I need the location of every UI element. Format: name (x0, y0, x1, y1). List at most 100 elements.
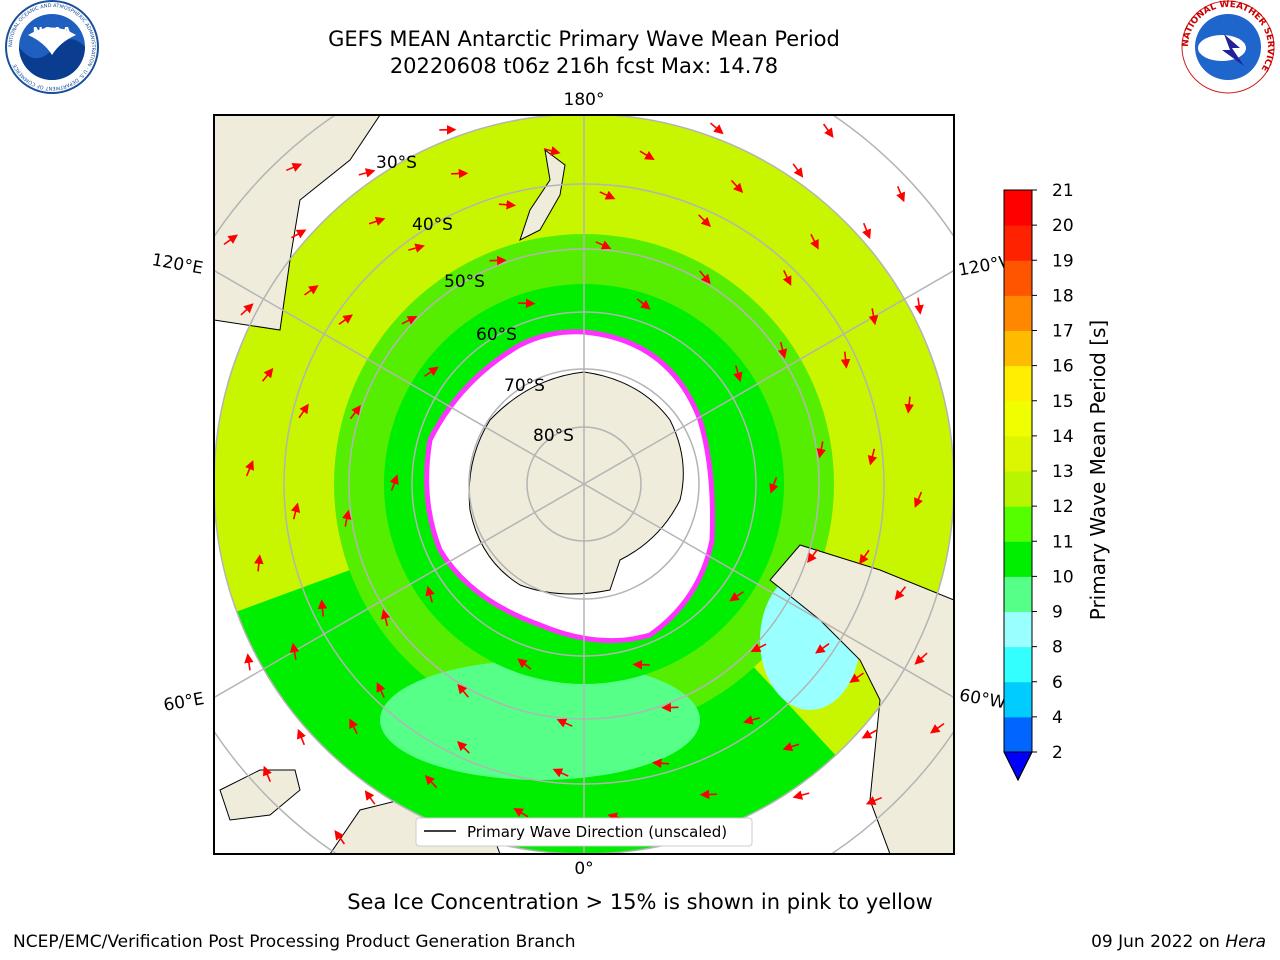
wave-arrow (709, 122, 724, 135)
wave-arrow (894, 586, 907, 601)
lon-label-60e: 60°E (162, 689, 206, 716)
wave-arrow (240, 303, 254, 316)
colorbar-segment (1004, 611, 1032, 648)
wave-arrow (868, 308, 879, 326)
caption: Sea Ice Concentration > 15% is shown in … (347, 890, 933, 914)
lon-label-bottom: 0° (574, 859, 593, 879)
wave-arrow (729, 591, 744, 602)
colorbar-tick-label: 13 (1052, 462, 1074, 482)
colorbar-segment (1004, 295, 1032, 331)
wave-arrow (867, 448, 878, 466)
colorbar-tick-label: 8 (1052, 638, 1063, 658)
wave-arrow (730, 179, 744, 194)
colorbar-tick-label: 20 (1052, 216, 1074, 236)
wave-arrow (457, 741, 470, 754)
colorbar-tick-label: 10 (1052, 567, 1074, 587)
wave-arrow (632, 659, 650, 670)
wave-arrow (261, 367, 274, 382)
colorbar-extend-arrow (1003, 751, 1033, 782)
australia-land (214, 115, 381, 331)
map-legend: Primary Wave Direction (unscaled) (415, 817, 753, 847)
lon-label-120e: 120°E (150, 250, 204, 279)
colorbar-tick-label: 15 (1052, 392, 1074, 412)
colorbar-tick-label: 4 (1052, 708, 1063, 728)
wave-arrow (286, 162, 303, 172)
colorbar-tick-label: 6 (1052, 673, 1063, 693)
wave-arrow (376, 682, 386, 698)
colorbar-tick-label: 12 (1052, 497, 1074, 517)
wave-arrow (904, 396, 914, 414)
wave-arrow (815, 643, 830, 654)
wave-arrow (518, 298, 536, 309)
wave-arrow (304, 285, 319, 296)
lat-label-40s: 40°S (412, 215, 453, 235)
colorbar-tick-label: 9 (1052, 603, 1063, 623)
lat-label-60s: 60°S (476, 325, 517, 345)
wave-arrow (317, 599, 328, 617)
wave-arrow (914, 297, 924, 315)
wave-arrow (296, 728, 306, 746)
wave-arrow (244, 653, 254, 671)
lat-label-80s: 80°S (533, 426, 574, 446)
credit-date: 09 Jun 2022 on (1091, 932, 1226, 952)
colorbar-segment (1004, 330, 1032, 367)
wave-arrow (342, 509, 352, 527)
wave-arrow (424, 774, 438, 789)
wave-arrow (289, 642, 300, 660)
wave-arrow (914, 652, 928, 665)
lat-label-30s: 30°S (376, 153, 417, 173)
wave-arrow (782, 270, 792, 286)
wave-arrow (822, 123, 834, 139)
colorbar-segment (1004, 646, 1032, 683)
wave-arrow (424, 366, 439, 377)
wave-arrow (552, 768, 569, 778)
wave-arrow (290, 502, 301, 520)
wave-arrow (699, 270, 711, 285)
wave-arrow (769, 477, 779, 494)
wave-arrow (743, 715, 760, 725)
wave-arrow (290, 229, 307, 239)
wave-arrow (517, 658, 532, 670)
wave-arrow (861, 729, 878, 739)
wave-arrow (338, 314, 353, 325)
title-line-2: 20220608 t06z 216h fcst Max: 14.78 (389, 54, 779, 78)
credit-left: NCEP/EMC/Verification Post Processing Pr… (13, 932, 576, 952)
noaa-logo-text: NOAA (33, 25, 72, 39)
wave-arrow (862, 222, 872, 240)
nws-logo: NATIONAL WEATHER SERVICE (1181, 0, 1275, 94)
colorbar-segment (1004, 435, 1032, 472)
wave-direction-arrows (223, 122, 945, 846)
legend-label: Primary Wave Direction (unscaled) (467, 823, 727, 841)
wave-arrow (498, 199, 517, 210)
wave-arrow (733, 365, 743, 383)
colorbar-tick-label: 19 (1052, 251, 1074, 271)
wave-arrow (262, 765, 272, 782)
wave-arrow (254, 554, 264, 572)
wave-arrow (840, 351, 851, 369)
wave-arrow (368, 216, 386, 226)
wave-arrow (380, 609, 391, 627)
colorbar-segment (1004, 541, 1032, 577)
colorbar-tick-label: 2 (1052, 743, 1063, 763)
wave-arrow (408, 243, 425, 253)
wave-arrow (389, 474, 399, 491)
wave-arrow (349, 404, 361, 420)
wave-arrow (639, 150, 655, 160)
antarctica-land (468, 371, 684, 595)
wave-arrow (859, 549, 870, 565)
madagascar-land (219, 769, 301, 821)
colorbar: 2 4 6 8 9 10 11 12 13 14 15 16 17 18 19 20 21 (1003, 181, 1074, 782)
wave-arrow (896, 186, 906, 203)
wave-arrow (595, 240, 612, 250)
graticule (214, 115, 954, 854)
noaa-logo: NOAA NATIONAL OCEANIC AND ATMOSPHERIC AD… (5, 0, 99, 94)
lat-label-50s: 50°S (444, 272, 485, 292)
wave-arrow (334, 829, 346, 845)
wave-arrow (457, 683, 469, 698)
lon-label-60w: 60°W (958, 686, 1008, 714)
colorbar-segment (1004, 716, 1032, 753)
colorbar-tick-label: 11 (1052, 532, 1074, 552)
colorbar-border (1003, 189, 1033, 782)
wave-arrow (865, 796, 882, 806)
